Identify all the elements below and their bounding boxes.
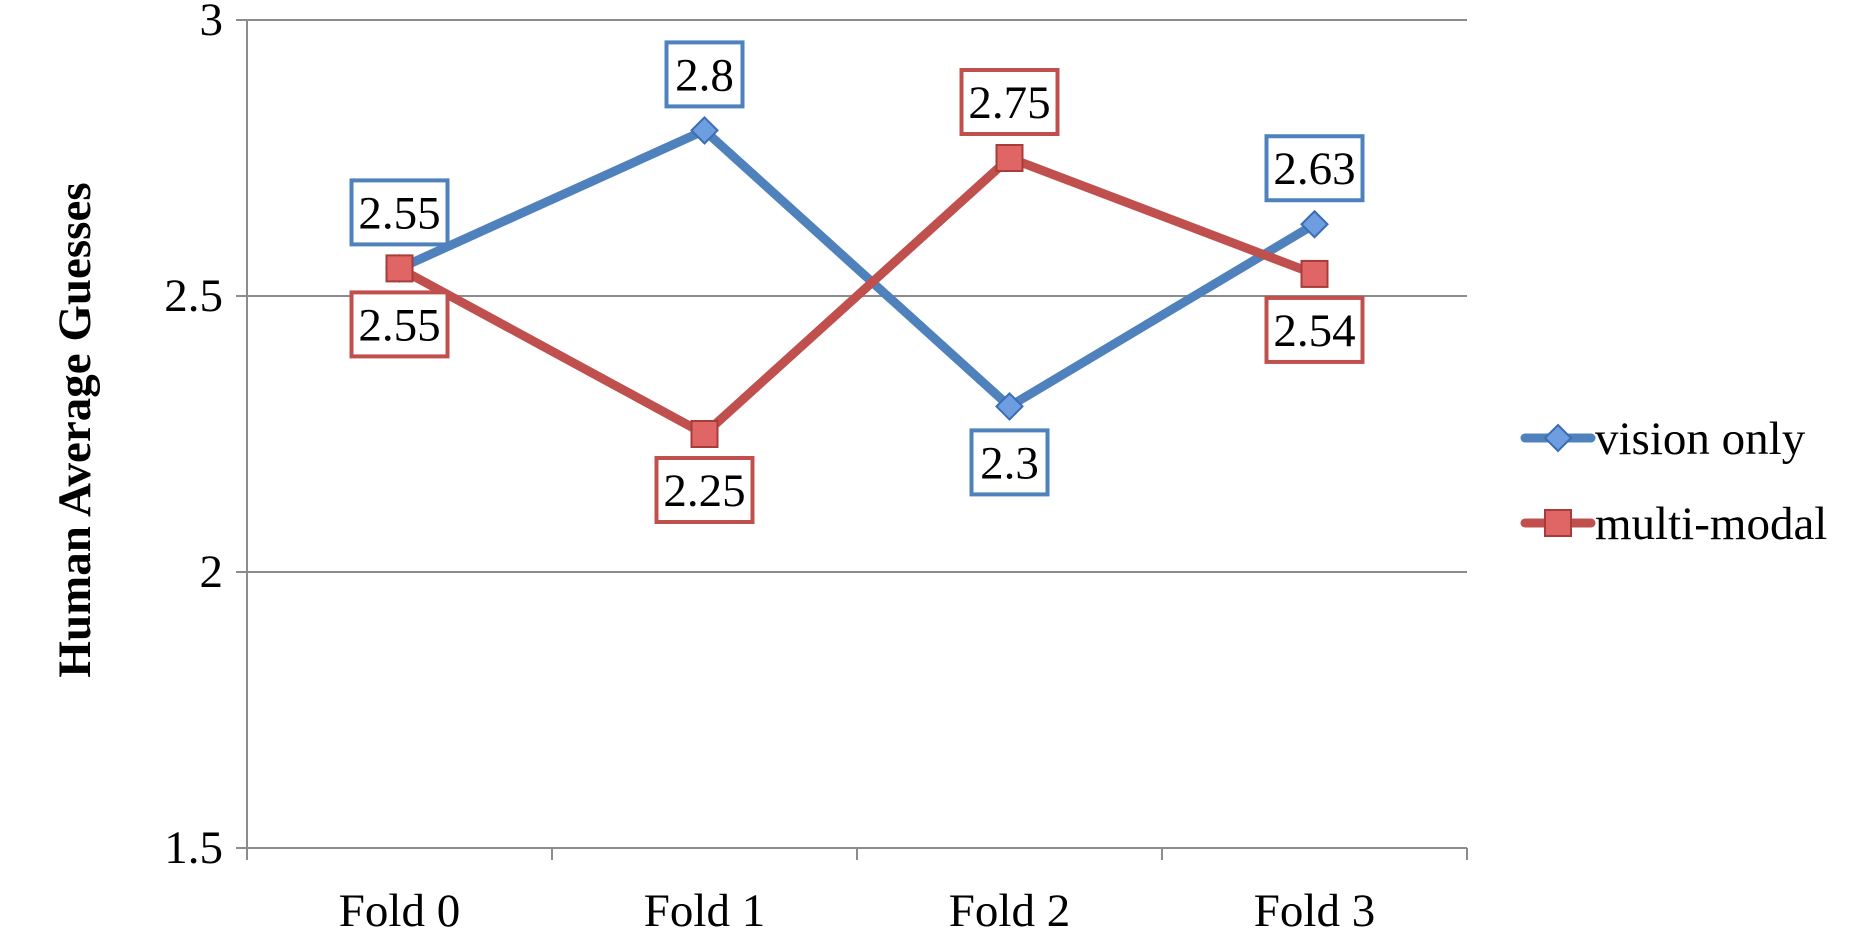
y-tick-label: 1.5 <box>164 822 223 874</box>
data-label-box <box>349 178 450 247</box>
series <box>385 115 1329 448</box>
legend-marker-icon <box>1544 509 1572 537</box>
data-label-text: 2.75 <box>968 77 1050 129</box>
data-label: 2.25 <box>654 456 755 524</box>
data-label-text: 2.8 <box>675 49 734 101</box>
axes: 1.5 2 2.5 3 Fold 0 Fold 1 Fold 2 Fold 3 <box>164 0 1468 937</box>
y-tick-label: 3 <box>200 0 224 46</box>
data-labels: 2.55 2.8 2.3 2.63 2.55 2.25 2.75 2.54 <box>349 40 1365 524</box>
data-label-box <box>1264 295 1365 364</box>
y-tick-label: 2.5 <box>164 270 223 322</box>
data-label: 2.54 <box>1264 295 1365 364</box>
x-tick-label: Fold 3 <box>1254 885 1375 937</box>
series-line-vision-only <box>395 125 1319 411</box>
data-label-box <box>959 68 1060 136</box>
data-label: 2.55 <box>349 178 450 247</box>
data-point-marker <box>995 391 1024 421</box>
data-label: 2.3 <box>969 428 1050 497</box>
data-point-marker <box>1300 209 1329 239</box>
data-label-text: 2.3 <box>980 437 1039 489</box>
data-point-marker <box>690 115 719 145</box>
x-tick-label: Fold 1 <box>644 885 765 937</box>
legend-label: vision only <box>1595 413 1806 465</box>
legend-marker-icon <box>1543 423 1573 453</box>
data-label: 2.75 <box>959 68 1060 136</box>
data-point-marker <box>1300 259 1329 288</box>
data-point-marker <box>385 254 414 283</box>
data-label-box <box>654 456 755 524</box>
data-label: 2.63 <box>1264 134 1365 203</box>
data-label-text: 2.63 <box>1273 143 1355 195</box>
data-label-box <box>664 40 745 109</box>
series-line-multi-modal <box>395 153 1319 439</box>
data-label-box <box>349 290 450 359</box>
legend-item-vision-only: vision only <box>1520 413 1806 465</box>
data-label: 2.55 <box>349 290 450 359</box>
x-tick-label: Fold 0 <box>339 885 460 937</box>
x-tick-label: Fold 2 <box>949 885 1070 937</box>
legend-item-multi-modal: multi-modal <box>1520 498 1827 550</box>
legend-label: multi-modal <box>1595 498 1827 550</box>
data-label-box <box>969 428 1050 497</box>
data-label: 2.8 <box>664 40 745 109</box>
data-label-text: 2.55 <box>358 187 440 239</box>
data-label-text: 2.55 <box>358 299 440 351</box>
legend: vision only multi-modal <box>1520 413 1827 550</box>
y-axis-title: Human Average Guesses <box>49 182 101 677</box>
data-point-marker <box>690 420 719 448</box>
data-label-box <box>1264 134 1365 203</box>
data-point-marker <box>995 144 1024 172</box>
data-label-text: 2.25 <box>663 465 745 517</box>
y-tick-label: 2 <box>200 546 224 598</box>
data-label-text: 2.54 <box>1273 305 1355 357</box>
